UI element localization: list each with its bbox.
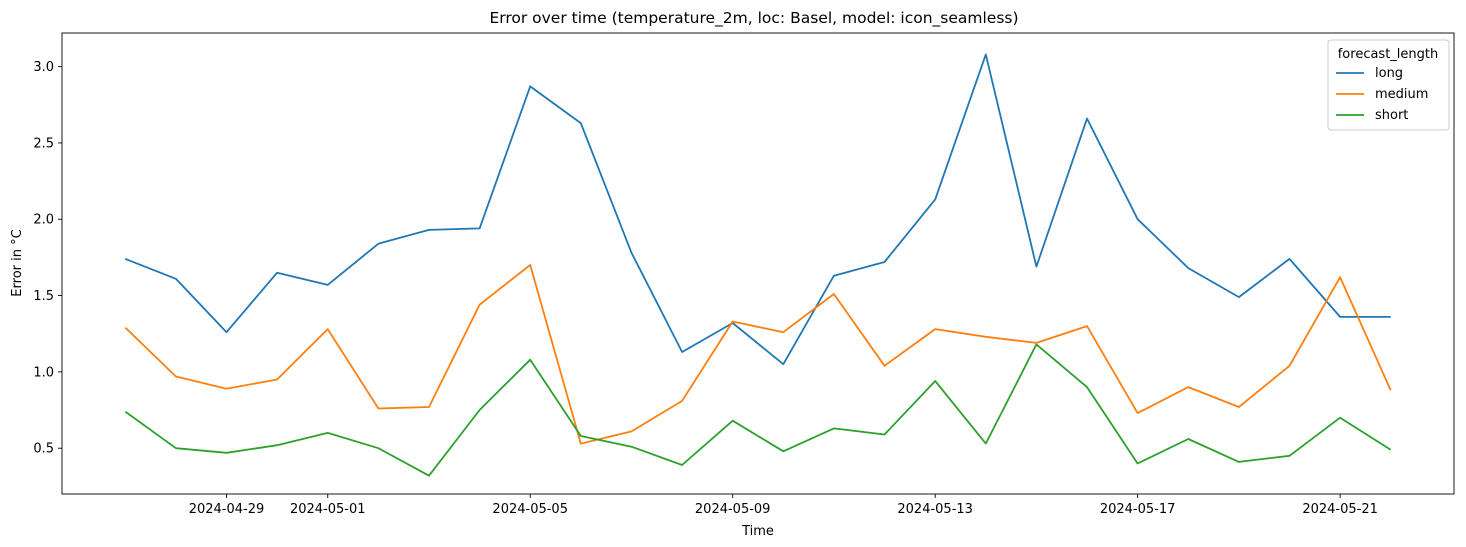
plot-area (61, 32, 1455, 495)
x-tick-label: 2024-05-01 (290, 502, 366, 517)
legend-title: forecast_length (1338, 47, 1439, 62)
x-tick-label: 2024-05-09 (695, 502, 771, 517)
legend-label-medium: medium (1375, 87, 1428, 102)
y-tick-label: 1.0 (33, 365, 54, 380)
x-axis: 2024-04-29 2024-05-01 2024-05-05 2024-05-09… (189, 494, 1378, 517)
x-axis-label: Time (741, 524, 774, 539)
y-tick-label: 1.5 (33, 289, 54, 304)
x-tick-label: 2024-04-29 (189, 502, 265, 517)
y-tick-label: 2.5 (33, 136, 54, 151)
y-tick-label: 3.0 (33, 60, 54, 75)
x-tick-label: 2024-05-21 (1302, 502, 1378, 517)
series-line-short (124, 343, 1392, 477)
x-tick-label: 2024-05-05 (492, 502, 568, 517)
legend-label-long: long (1375, 66, 1403, 81)
chart-title: Error over time (temperature_2m, loc: Ba… (489, 9, 1018, 28)
series-line-medium (124, 264, 1392, 445)
legend-box (1327, 39, 1450, 131)
y-axis: 0.5 1.0 1.5 2.0 2.5 3.0 (33, 60, 62, 457)
y-axis-label: Error in °C (10, 229, 25, 296)
series-lines (124, 53, 1392, 477)
legend: forecast_length long medium short (1327, 39, 1450, 131)
x-tick-label: 2024-05-13 (897, 502, 973, 517)
legend-entries: long medium short (1336, 66, 1428, 123)
legend-label-short: short (1375, 108, 1408, 123)
y-tick-label: 0.5 (33, 442, 54, 457)
x-tick-label: 2024-05-17 (1100, 502, 1176, 517)
y-tick-label: 2.0 (33, 213, 54, 228)
series-line-long (124, 53, 1391, 366)
